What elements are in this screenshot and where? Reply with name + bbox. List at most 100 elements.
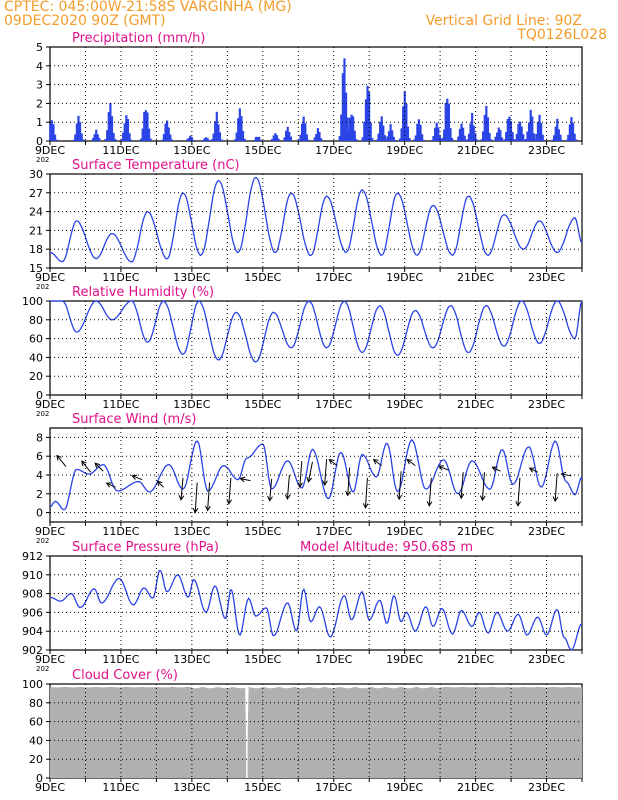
x-tick-label: 15DEC — [244, 144, 281, 157]
precip-bar — [147, 128, 151, 141]
panel-title: Relative Humidity (%) — [72, 285, 214, 300]
precip-bar — [575, 139, 578, 141]
precip-bar — [556, 118, 559, 141]
precip-bar — [386, 136, 389, 141]
series-precip — [49, 58, 578, 141]
precip-bar — [253, 139, 256, 141]
precip-bar — [93, 134, 96, 141]
precip-bar — [541, 134, 544, 141]
precip-bar — [123, 123, 126, 141]
y-tick-label: 906 — [22, 606, 43, 619]
wind-arrow-head — [297, 482, 303, 488]
wind-arrow-head — [205, 505, 211, 512]
x-year-label: 202 — [36, 665, 49, 673]
precip-bar — [110, 116, 114, 141]
precip-bar — [552, 135, 556, 141]
wind-arrow — [407, 459, 416, 467]
wind-arrow-head — [156, 480, 163, 487]
precip-bar — [482, 131, 485, 141]
x-tick-label: 23DEC — [528, 781, 565, 794]
wind-arrow-head — [267, 495, 273, 502]
precip-bar — [187, 138, 190, 141]
precip-bar — [120, 139, 123, 141]
precip-bar — [466, 139, 469, 141]
precip-bar — [531, 116, 534, 141]
x-tick-label: 23DEC — [528, 525, 565, 538]
panel-frame — [49, 555, 583, 651]
precip-bar — [371, 138, 374, 141]
precip-bar — [141, 128, 144, 141]
precip-bar — [387, 131, 391, 141]
precip-bar — [413, 139, 416, 141]
x-tick-label: 17DEC — [315, 398, 352, 411]
wind-arrow — [428, 477, 432, 506]
precip-bar — [169, 134, 172, 141]
wind-arrow-head — [372, 458, 379, 465]
wind-arrow — [180, 477, 184, 500]
y-tick-label: 60 — [29, 333, 43, 346]
precip-bar — [496, 132, 499, 141]
model-run-id: TQ0126L028 — [517, 27, 607, 43]
x-tick-label: 13DEC — [173, 781, 210, 794]
wind-arrow — [81, 460, 92, 473]
precip-bar — [259, 139, 262, 141]
precip-bar — [95, 129, 98, 141]
y-tick-label: 8 — [36, 431, 43, 444]
y-tick-label: 1 — [36, 116, 43, 129]
precip-bar — [107, 112, 110, 141]
precip-bar — [238, 108, 241, 141]
y-tick-label: 30 — [29, 168, 43, 181]
precip-bar — [241, 130, 245, 141]
precip-bar — [527, 122, 531, 141]
y-tick-label: 904 — [22, 625, 43, 638]
precip-bar — [441, 137, 444, 141]
precip-bar — [384, 140, 387, 141]
precip-bar — [446, 98, 449, 141]
wind-arrow-head — [528, 467, 535, 473]
wind-arrow — [286, 474, 290, 500]
precip-bar — [130, 139, 133, 141]
precip-bar — [288, 132, 291, 141]
x-year-label: 202 — [36, 537, 49, 545]
y-tick-label: 100 — [22, 295, 43, 308]
precip-bar — [524, 139, 527, 141]
wind-arrow-head — [131, 474, 138, 480]
precip-bar — [243, 138, 246, 141]
grid-rh — [50, 301, 582, 395]
precip-bar — [419, 124, 422, 141]
cloud-area — [50, 686, 582, 778]
wind-arrow-head — [552, 496, 559, 503]
precip-bar — [340, 114, 343, 141]
precip-bar — [316, 128, 319, 141]
precip-bar — [72, 139, 75, 141]
grid-precip — [50, 47, 582, 141]
precip-bar — [560, 139, 564, 141]
precip-bar — [350, 114, 353, 141]
series-temp — [49, 176, 583, 263]
x-tick-label: 21DEC — [457, 271, 494, 284]
precip-bar — [215, 111, 218, 141]
precip-bar — [272, 135, 275, 141]
wind-arrow — [194, 482, 198, 513]
x-tick-label: 21DEC — [457, 525, 494, 538]
x-tick-label: 21DEC — [457, 653, 494, 666]
precip-bar — [185, 139, 189, 141]
precip-bar — [91, 138, 95, 141]
precip-bar — [80, 133, 83, 141]
x-tick-label: 19DEC — [386, 781, 423, 794]
y-tick-label: 0 — [36, 389, 43, 402]
x-tick-label: 15DEC — [244, 525, 281, 538]
precip-bar — [369, 122, 372, 141]
x-tick-label: 17DEC — [315, 525, 352, 538]
precip-bar — [210, 139, 214, 141]
x-year-label: 202 — [36, 156, 49, 164]
x-tick-label: 11DEC — [102, 144, 139, 157]
wind-arrow — [460, 472, 464, 499]
precip-bar — [463, 135, 466, 141]
x-tick-label: 11DEC — [102, 781, 139, 794]
precip-bar — [139, 138, 143, 141]
x-tick-label: 9DEC — [35, 271, 65, 284]
wind-arrow — [328, 459, 338, 467]
precip-bar — [391, 130, 394, 141]
